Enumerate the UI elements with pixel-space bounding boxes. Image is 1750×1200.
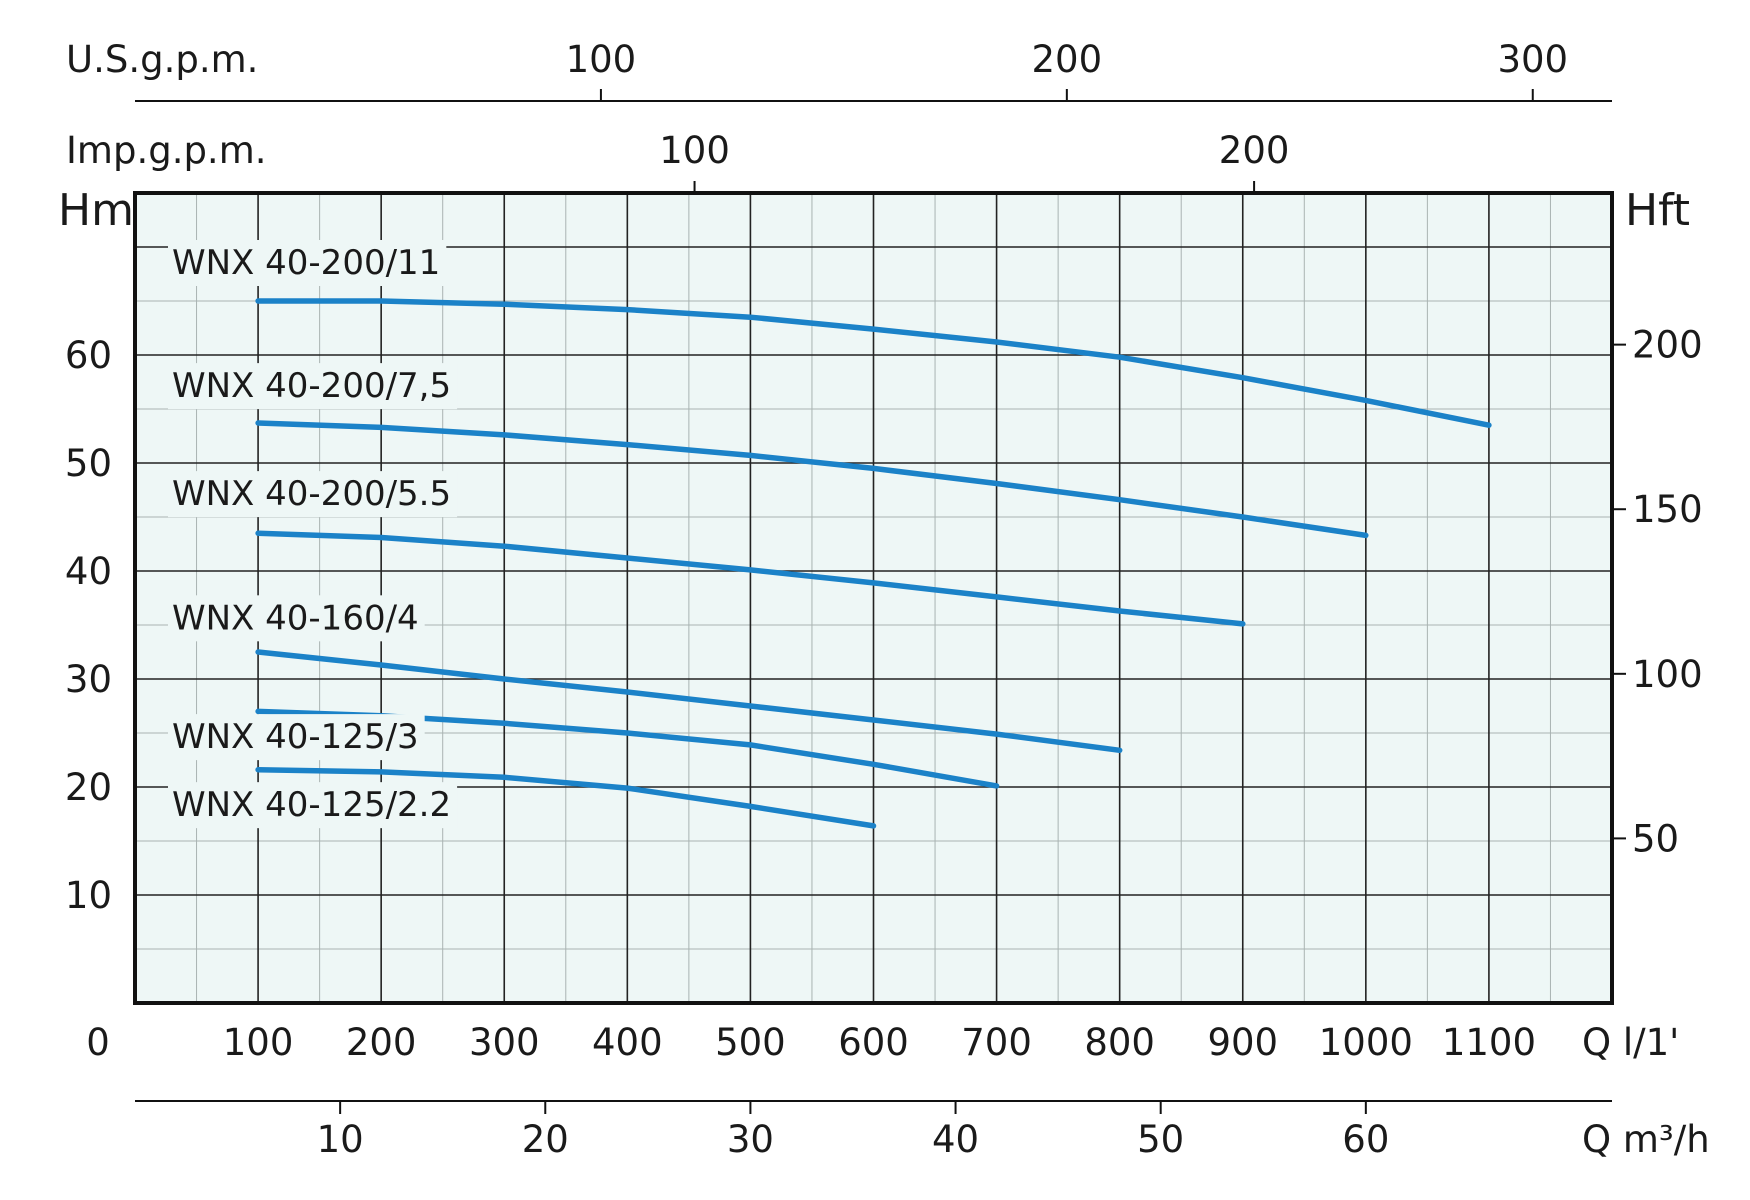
x-axis-m3h-ticks: 10 20 30 40 50 60 [317, 1101, 1389, 1161]
y-tick-label: 60 [65, 334, 112, 377]
series-label-bg [168, 595, 425, 642]
impgpm-tick-label: 100 [659, 129, 730, 172]
usgpm-axis-label: U.S.g.p.m. [66, 38, 258, 81]
impgpm-axis-label: Imp.g.p.m. [66, 129, 267, 172]
series-label-1: WNX 40-200/11 [172, 243, 440, 283]
series-label-4: WNX 40-160/4 [172, 598, 419, 638]
x-tick-label: 500 [715, 1021, 786, 1064]
m3h-tick-label: 30 [727, 1118, 774, 1161]
hft-tick-label: 150 [1632, 488, 1703, 531]
m3h-tick-label: 60 [1342, 1118, 1389, 1161]
hft-tick-label: 100 [1632, 653, 1703, 696]
usgpm-tick-label: 100 [566, 38, 637, 81]
x-axis-lmin-ticks: 0 100 200 300 400 500 600 700 800 900 1000 1100 [86, 1021, 1536, 1064]
impgpm-tick-label: 200 [1219, 129, 1290, 172]
y-tick-label: 30 [65, 658, 112, 701]
x-tick-label: 1100 [1442, 1021, 1536, 1064]
y-tick-label: 10 [65, 874, 112, 917]
series-label-6: WNX 40-125/2.2 [172, 785, 451, 825]
x-tick-label: 200 [346, 1021, 417, 1064]
series-label-bg [168, 240, 447, 286]
y-tick-label: 50 [65, 442, 112, 485]
x-axis-impgpm-ticks: 100 200 [659, 129, 1289, 193]
hm-axis-label: Hm [58, 185, 134, 236]
hft-tick-label: 50 [1632, 817, 1679, 860]
series-label-2: WNX 40-200/7,5 [172, 366, 451, 406]
curve-2 [255, 420, 1369, 539]
x-axis-usgpm-ticks: 100 200 300 [566, 38, 1568, 101]
hft-axis-label: Hft [1625, 185, 1690, 236]
series-label-bg [168, 471, 458, 518]
series-label-5: WNX 40-125/3 [172, 717, 419, 757]
y-axis-hft-ticks: 50 100 150 200 [1612, 324, 1703, 860]
x-tick-label: 100 [223, 1021, 294, 1064]
y-tick-label: 20 [65, 766, 112, 809]
m3h-tick-label: 50 [1137, 1118, 1184, 1161]
series-label-bg [168, 782, 458, 829]
m3h-tick-label: 10 [317, 1118, 364, 1161]
x-tick-label: 600 [838, 1021, 909, 1064]
usgpm-tick-label: 200 [1032, 38, 1103, 81]
curve-4 [255, 649, 1123, 754]
x-tick-label: 1000 [1319, 1021, 1413, 1064]
series-label-bg [168, 363, 458, 410]
series-labels: WNX 40-200/11 WNX 40-200/7,5 WNX 40-200/5.… [168, 240, 458, 829]
usgpm-tick-label: 300 [1497, 38, 1568, 81]
x-tick-label: 0 [86, 1021, 110, 1064]
hft-tick-label: 200 [1632, 324, 1703, 367]
x-tick-label: 800 [1084, 1021, 1155, 1064]
x-tick-label: 700 [961, 1021, 1032, 1064]
y-axis-hm-ticks: 10 20 30 40 50 60 [65, 334, 112, 917]
x-tick-label: 900 [1207, 1021, 1278, 1064]
x-tick-label: 300 [469, 1021, 540, 1064]
curve-6 [255, 766, 877, 829]
curve-3 [255, 530, 1246, 627]
x-tick-label: 400 [592, 1021, 663, 1064]
plot-frame [133, 191, 1614, 1005]
m3h-tick-label: 20 [522, 1118, 569, 1161]
m3h-tick-label: 40 [932, 1118, 979, 1161]
y-tick-label: 40 [65, 550, 112, 593]
major-grid [135, 193, 1612, 1003]
series-label-bg [168, 714, 425, 761]
lmin-axis-label: Q l/1' [1582, 1021, 1679, 1064]
performance-curves [255, 298, 1492, 829]
m3h-axis-label: Q m³/h [1582, 1118, 1710, 1161]
series-label-3: WNX 40-200/5.5 [172, 474, 451, 514]
curve-1 [255, 298, 1492, 428]
